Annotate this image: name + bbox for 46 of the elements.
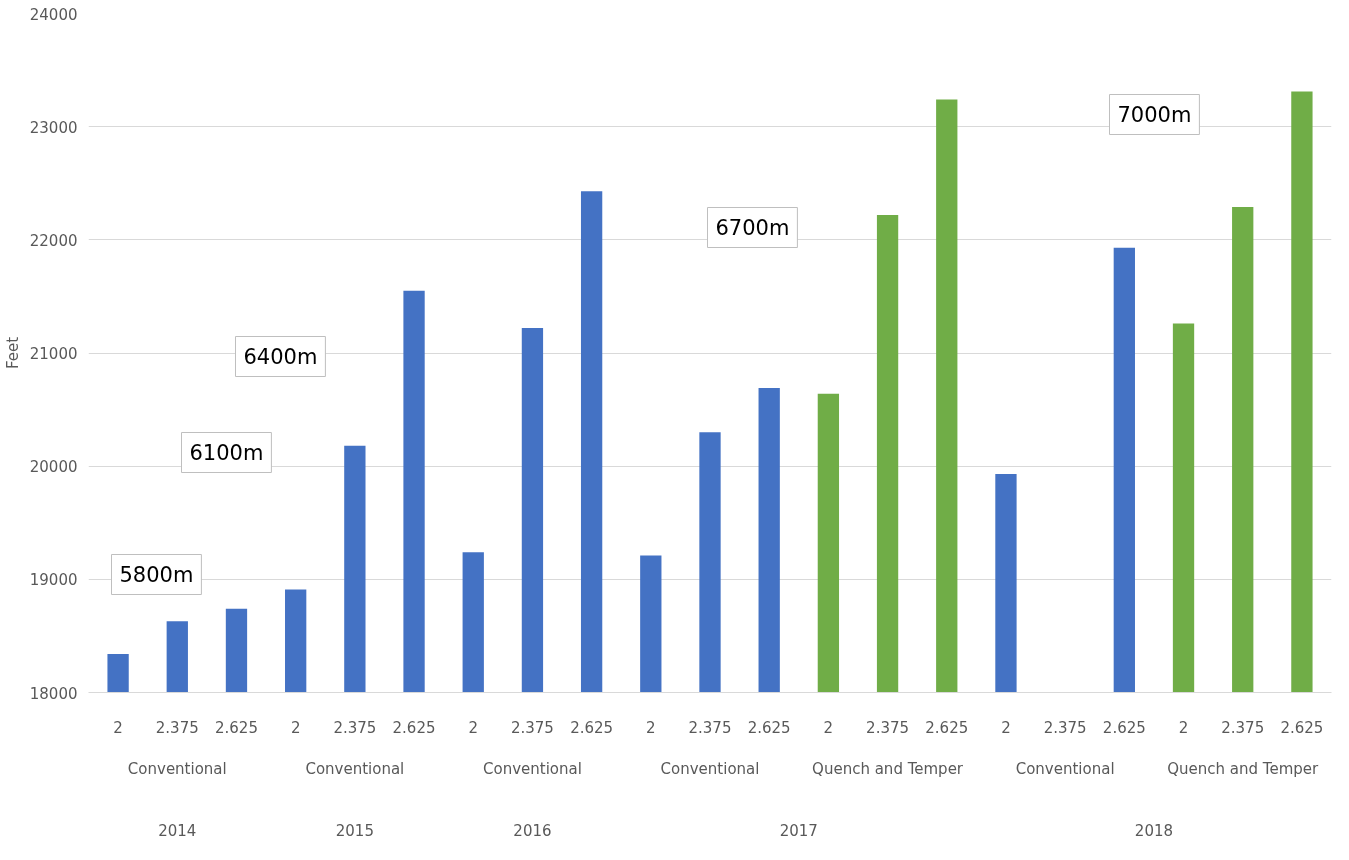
x-tick-label: 2	[823, 718, 834, 737]
x-tick-label: 2	[646, 718, 656, 737]
text: Quench and Temper	[1167, 759, 1320, 778]
text: 2015	[335, 821, 374, 840]
x-tick-label: 2.625	[1280, 718, 1324, 737]
text: 2014	[158, 821, 197, 840]
x-tick-label: 2.375	[510, 718, 554, 737]
text: Conventional	[660, 759, 760, 778]
y-tick-label: 18000	[29, 684, 78, 703]
x-tick-label: 2.375	[1043, 718, 1087, 737]
annotation: 5800m	[119, 562, 194, 587]
y-tick-label: 21000	[29, 345, 78, 363]
text: Conventional	[305, 759, 405, 778]
annotation: 6100m	[189, 440, 264, 465]
x-tick-label: 2	[113, 718, 123, 737]
x-tick-label: 2	[1178, 718, 1189, 737]
x-tick-label: 2.375	[1221, 718, 1265, 737]
text: 2016	[513, 821, 552, 840]
x-tick-label: 2.625	[925, 718, 969, 737]
x-tick-label: 2.625	[215, 718, 258, 737]
annotation: 6700m	[715, 215, 790, 240]
y-tick-label: 24000	[29, 5, 78, 24]
x-tick-label: 2.625	[747, 718, 791, 737]
text: 2018	[1134, 821, 1174, 840]
x-tick-label: 2.375	[155, 718, 199, 737]
y-tick-label: 22000	[29, 231, 78, 250]
text: Quench and Temper	[812, 759, 964, 778]
text: Conventional	[483, 759, 582, 778]
x-tick-label: 2	[468, 718, 479, 737]
x-tick-label: 2.625	[392, 718, 436, 737]
x-tick-label: 2.375	[688, 718, 732, 737]
x-tick-label: 2.375	[333, 718, 377, 737]
text: 2017	[779, 821, 818, 840]
text: Conventional	[127, 759, 227, 778]
x-tick-label: 2.625	[1102, 718, 1146, 737]
x-tick-label: 2	[290, 718, 301, 737]
text: Conventional	[1015, 759, 1115, 778]
x-tick-label: 2.375	[866, 718, 910, 737]
y-tick-label: 20000	[29, 458, 78, 477]
y-tick-label: 19000	[29, 571, 78, 590]
annotation: 6400m	[243, 344, 318, 369]
y-axis-title: Feet	[3, 336, 22, 370]
x-tick-label: 2.625	[570, 718, 614, 737]
annotation: 7000m	[1117, 102, 1192, 127]
y-tick-label: 23000	[29, 118, 78, 137]
x-tick-label: 2	[1001, 718, 1011, 737]
